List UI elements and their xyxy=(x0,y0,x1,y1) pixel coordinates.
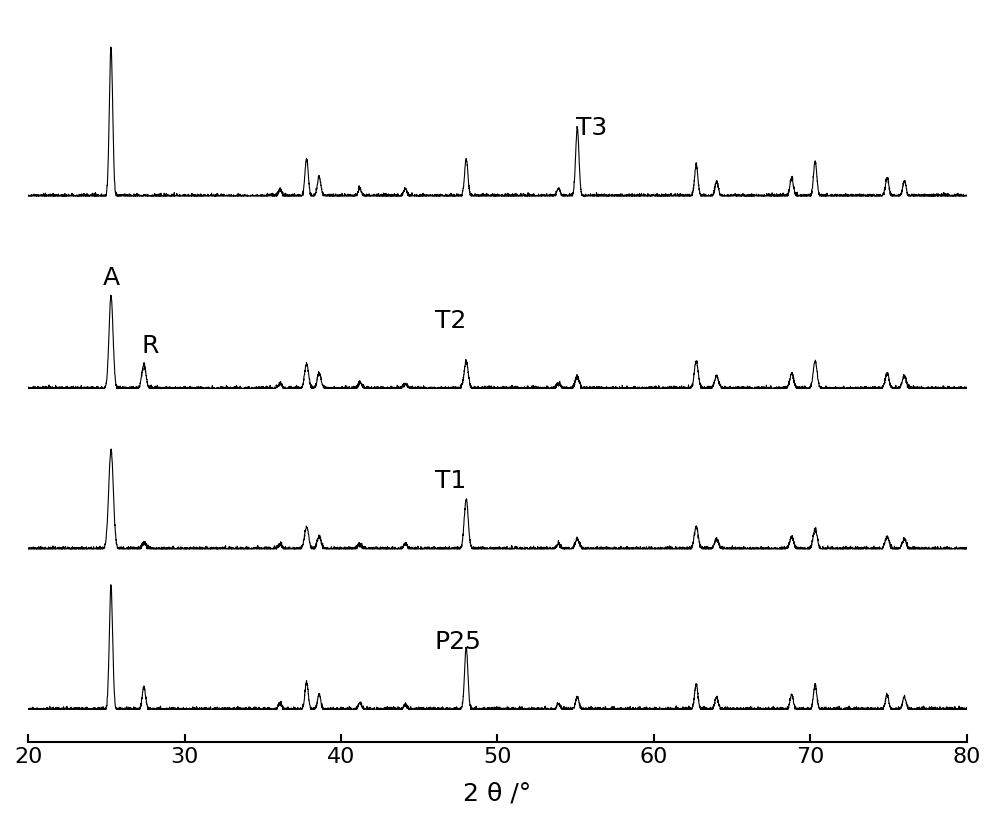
Text: T2: T2 xyxy=(434,309,466,333)
Text: T1: T1 xyxy=(434,469,466,493)
Text: P25: P25 xyxy=(434,630,481,654)
Text: A: A xyxy=(102,265,119,290)
Text: T3: T3 xyxy=(576,116,606,140)
X-axis label: 2 θ /°: 2 θ /° xyxy=(463,781,531,805)
Text: R: R xyxy=(141,333,159,358)
